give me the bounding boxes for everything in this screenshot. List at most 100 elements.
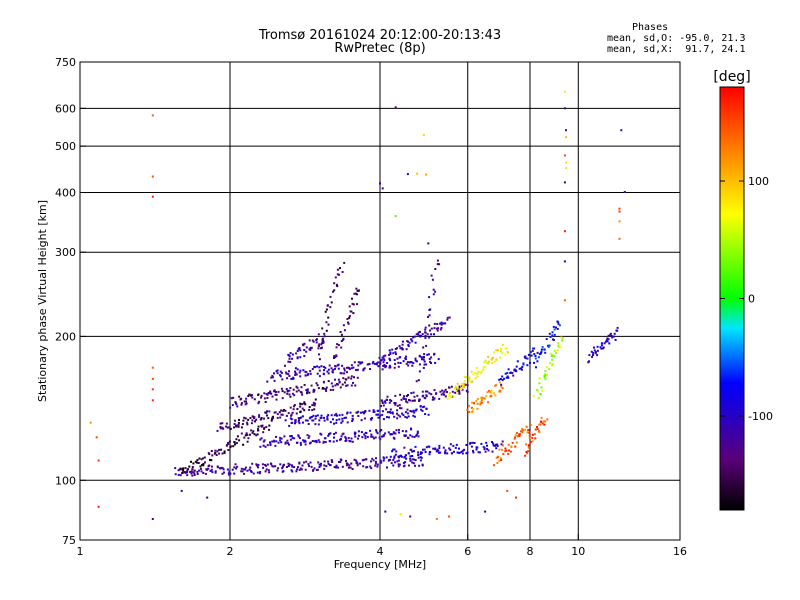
echo-point: [247, 437, 250, 440]
echo-point: [297, 389, 300, 392]
echo-point: [392, 459, 395, 461]
echo-point: [486, 448, 489, 450]
echo-point: [351, 414, 354, 417]
echo-point: [415, 333, 418, 336]
echo-point: [325, 465, 328, 468]
echo-point: [347, 321, 349, 324]
echo-point: [344, 437, 347, 440]
echo-point: [270, 392, 273, 395]
echo-point: [394, 362, 397, 365]
echo-point: [407, 394, 409, 396]
echo-point: [299, 356, 302, 359]
echo-point: [334, 356, 337, 359]
echo-point: [225, 425, 228, 428]
echo-point: [357, 430, 360, 433]
echo-point: [444, 451, 447, 454]
echo-point: [216, 465, 219, 468]
echo-point: [497, 455, 500, 458]
echo-point: [344, 378, 347, 381]
echo-point: [352, 381, 354, 384]
echo-point: [321, 339, 324, 342]
echo-point: [202, 472, 205, 474]
echo-point: [314, 398, 317, 401]
echo-point: [257, 425, 260, 428]
echo-point: [376, 432, 379, 435]
echo-point: [428, 453, 431, 456]
echo-point: [151, 377, 154, 380]
echo-point: [340, 435, 343, 438]
echo-point: [490, 394, 493, 397]
echo-point: [425, 394, 428, 397]
echo-point: [318, 358, 321, 361]
echo-point: [518, 433, 521, 436]
echo-point: [590, 350, 593, 353]
echo-point: [498, 381, 501, 384]
echo-point: [428, 336, 431, 339]
echo-point: [394, 402, 397, 405]
echo-point: [240, 467, 243, 470]
echo-point: [279, 416, 282, 419]
echo-point: [558, 324, 561, 327]
echo-point: [280, 441, 283, 444]
echo-point: [380, 429, 383, 431]
echo-point: [477, 370, 480, 373]
echo-point: [362, 369, 365, 372]
echo-point: [243, 436, 246, 439]
echo-point: [525, 451, 528, 453]
echo-point: [525, 425, 528, 428]
echo-point: [417, 454, 420, 457]
echo-point: [285, 371, 288, 374]
echo-point: [321, 327, 324, 330]
echo-point: [499, 356, 502, 359]
echo-point: [429, 329, 431, 332]
echo-point: [324, 437, 327, 440]
echo-point: [524, 428, 527, 431]
echo-point: [543, 420, 545, 423]
echo-point: [306, 392, 308, 395]
echo-point: [268, 428, 270, 431]
echo-point: [424, 336, 427, 339]
echo-point: [315, 338, 318, 341]
echo-point: [505, 347, 508, 350]
echo-point: [419, 405, 422, 408]
echo-point: [437, 449, 440, 452]
echo-point: [346, 421, 349, 424]
echo-point: [409, 455, 412, 458]
echo-point: [232, 445, 235, 448]
echo-point: [215, 454, 218, 456]
echo-point: [414, 445, 417, 448]
echo-point: [289, 352, 292, 355]
echo-point: [303, 461, 305, 464]
echo-point: [335, 466, 338, 469]
echo-point: [257, 428, 259, 431]
echo-point: [530, 354, 533, 357]
echo-point: [465, 389, 468, 392]
echo-point: [355, 368, 357, 371]
echo-point: [282, 470, 285, 473]
echo-point: [296, 356, 299, 359]
echo-point: [295, 373, 298, 376]
echo-point: [610, 335, 613, 337]
echo-point: [405, 395, 408, 397]
echo-point: [238, 418, 240, 421]
echo-point: [370, 467, 373, 470]
echo-point: [301, 403, 304, 406]
echo-point: [501, 448, 503, 451]
echo-point: [423, 363, 426, 366]
echo-point: [473, 442, 476, 444]
echo-point: [218, 448, 221, 451]
echo-point: [249, 466, 252, 469]
echo-point: [250, 422, 253, 425]
echo-point: [221, 472, 224, 475]
echo-point: [444, 322, 447, 325]
echo-point: [332, 440, 335, 443]
echo-point: [329, 306, 332, 309]
echo-point: [273, 372, 275, 375]
echo-point: [429, 308, 432, 311]
echo-point: [469, 441, 472, 444]
echo-point: [356, 464, 359, 467]
echo-point: [322, 341, 325, 344]
echo-point: [560, 336, 563, 339]
echo-point: [389, 359, 392, 362]
echo-point: [236, 465, 239, 468]
